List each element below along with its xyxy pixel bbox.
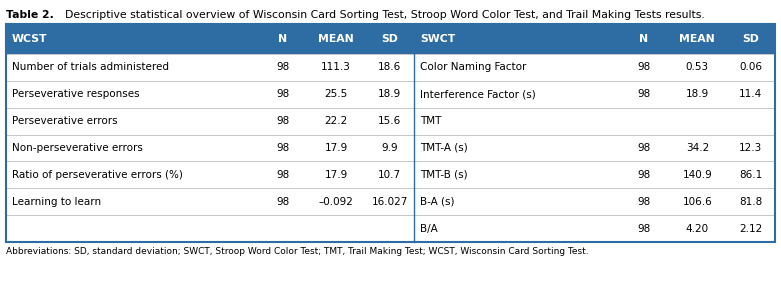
Text: 98: 98 (276, 89, 290, 99)
Text: Non-perseverative errors: Non-perseverative errors (12, 143, 143, 153)
Bar (6, 24, 775, 242)
Text: 98: 98 (637, 224, 651, 233)
Text: 25.5: 25.5 (325, 89, 348, 99)
Text: 98: 98 (637, 170, 651, 180)
Text: 98: 98 (637, 89, 651, 99)
Text: –0.092: –0.092 (319, 197, 354, 207)
Bar (6, 135, 775, 161)
Text: WCST: WCST (12, 34, 48, 44)
Bar (6, 24, 775, 54)
Text: Perseverative errors: Perseverative errors (12, 116, 118, 126)
Text: 81.8: 81.8 (739, 197, 762, 207)
Text: Descriptive statistical overview of Wisconsin Card Sorting Test, Stroop Word Col: Descriptive statistical overview of Wisc… (58, 10, 704, 20)
Text: 0.06: 0.06 (739, 62, 762, 72)
Text: 140.9: 140.9 (683, 170, 712, 180)
Text: B/A: B/A (420, 224, 437, 233)
Text: 34.2: 34.2 (686, 143, 709, 153)
Text: 18.9: 18.9 (686, 89, 709, 99)
Text: TMT-A (s): TMT-A (s) (420, 143, 468, 153)
Text: 15.6: 15.6 (378, 116, 401, 126)
Text: 2.12: 2.12 (739, 224, 762, 233)
Text: B-A (s): B-A (s) (420, 197, 455, 207)
Text: 12.3: 12.3 (739, 143, 762, 153)
Text: TMT-B (s): TMT-B (s) (420, 170, 468, 180)
Text: 98: 98 (637, 197, 651, 207)
Text: MEAN: MEAN (679, 34, 715, 44)
Text: 98: 98 (276, 170, 290, 180)
Text: SD: SD (381, 34, 398, 44)
Text: N: N (278, 34, 287, 44)
Text: 98: 98 (276, 143, 290, 153)
Text: Number of trials administered: Number of trials administered (12, 62, 169, 72)
Text: 111.3: 111.3 (321, 62, 351, 72)
Text: SWCT: SWCT (420, 34, 455, 44)
Text: 9.9: 9.9 (381, 143, 398, 153)
Text: SD: SD (742, 34, 759, 44)
Bar (6, 188, 775, 215)
Text: Ratio of perseverative errors (%): Ratio of perseverative errors (%) (12, 170, 183, 180)
Text: Interference Factor (s): Interference Factor (s) (420, 89, 536, 99)
Text: MEAN: MEAN (319, 34, 354, 44)
Text: 106.6: 106.6 (683, 197, 712, 207)
Text: TMT: TMT (420, 116, 441, 126)
Text: 4.20: 4.20 (686, 224, 709, 233)
Text: 86.1: 86.1 (739, 170, 762, 180)
Text: 98: 98 (276, 116, 290, 126)
Bar (6, 215, 775, 242)
Text: 10.7: 10.7 (378, 170, 401, 180)
Text: 18.6: 18.6 (378, 62, 401, 72)
Text: Color Naming Factor: Color Naming Factor (420, 62, 526, 72)
Text: N: N (640, 34, 648, 44)
Bar (6, 108, 775, 135)
Text: 98: 98 (276, 197, 290, 207)
Text: 17.9: 17.9 (325, 170, 348, 180)
Text: Learning to learn: Learning to learn (12, 197, 101, 207)
Text: 98: 98 (276, 62, 290, 72)
Text: 17.9: 17.9 (325, 143, 348, 153)
Bar (6, 161, 775, 188)
Text: 98: 98 (637, 62, 651, 72)
Text: 98: 98 (637, 143, 651, 153)
Text: 22.2: 22.2 (325, 116, 348, 126)
Text: 18.9: 18.9 (378, 89, 401, 99)
Text: Table 2.: Table 2. (6, 10, 54, 20)
Bar (6, 81, 775, 108)
Text: 11.4: 11.4 (739, 89, 762, 99)
Text: Perseverative responses: Perseverative responses (12, 89, 140, 99)
Text: Abbreviations: SD, standard deviation; SWCT, Stroop Word Color Test; TMT, Trail : Abbreviations: SD, standard deviation; S… (6, 247, 589, 256)
Text: 0.53: 0.53 (686, 62, 709, 72)
Text: 16.027: 16.027 (372, 197, 408, 207)
Bar (6, 54, 775, 81)
